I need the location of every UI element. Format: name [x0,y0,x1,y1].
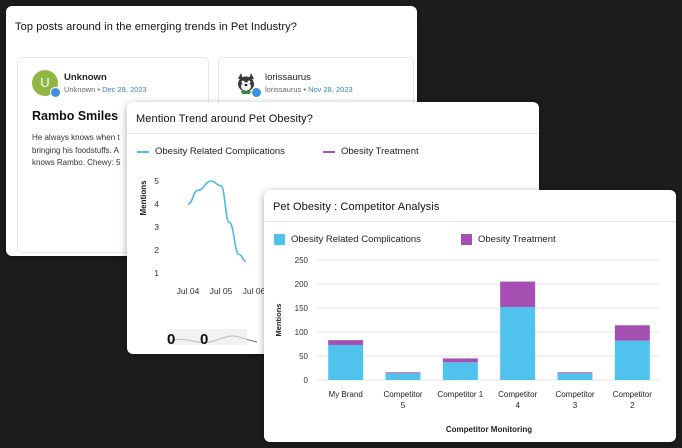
post-card[interactable]: U Unknown Unknown • Dec 29, 2023 Rambo S… [17,57,209,253]
reddit-badge-icon [251,87,262,98]
bar-treatment[interactable] [385,372,421,374]
bar-complications[interactable] [557,373,593,380]
y-axis-label: Mentions [139,180,148,216]
navigator-handle-left[interactable]: 0 [167,331,175,348]
post-body-line: He always knows when t [32,133,120,142]
competitor-bar-chart: 0 50 100 150 200 250 My Brand Competitor 5 Compe… [274,256,661,434]
post-author[interactable]: lorissaurus [265,72,311,83]
series-line-complications[interactable] [187,180,246,263]
reddit-badge-icon [50,87,61,98]
x-tick-label: 4 [515,401,520,410]
avatar-letter: U [40,75,50,90]
y-tick-label: 4 [154,199,159,209]
legend-swatch [137,150,149,153]
y-axis-label: Mentions [274,304,283,337]
x-tick-label: Jul 05 [210,286,233,296]
navigator-window[interactable] [167,329,247,345]
y-tick-label: 50 [299,352,308,361]
y-tick-label: 5 [154,176,159,186]
bar-treatment[interactable] [442,358,478,363]
bar-complications[interactable] [500,307,536,380]
y-tick-label: 2 [154,245,159,255]
divider [127,133,539,134]
post-source: lorissaurus [265,85,302,94]
x-tick-label: 3 [573,401,578,410]
legend-item-complications[interactable]: Obesity Related Complications [137,146,285,157]
mention-trend-title: Mention Trend around Pet Obesity? [136,113,313,125]
legend-label: Obesity Treatment [341,146,419,157]
y-tick-label: 100 [295,328,309,337]
post-date[interactable]: Dec 29, 2023 [102,85,147,94]
x-tick-label: My Brand [329,390,363,399]
post-source: Unknown [64,85,96,94]
avatar: U [32,70,61,98]
top-posts-title: Top posts around in the emerging trends … [15,21,297,33]
bar-treatment[interactable] [328,340,364,345]
x-tick-label: Jul 06 [243,286,266,296]
x-tick-label: 2 [630,401,635,410]
post-author[interactable]: Unknown [64,72,107,83]
legend-swatch [274,234,285,245]
post-meta: lorissaurus • Nov 28, 2023 [265,85,353,94]
x-tick-label: 5 [401,401,406,410]
divider [264,221,676,222]
legend-swatch [461,234,472,245]
y-tick-label: 150 [295,304,309,313]
post-body: He always knows when t bringing his food… [32,132,192,170]
competitor-analysis-title: Pet Obesity : Competitor Analysis [273,201,440,213]
post-title[interactable]: Rambo Smiles [32,109,119,123]
bar-complications[interactable] [442,362,478,380]
post-meta: Unknown • Dec 29, 2023 [64,85,147,94]
bar-treatment[interactable] [557,372,593,374]
y-tick-label: 0 [304,376,309,385]
x-axis-label: Competitor Monitoring [446,425,532,434]
x-tick-label: Competitor 1 [437,390,483,399]
meta-separator: • [301,85,309,94]
bar-complications[interactable] [614,340,650,380]
avatar [233,70,262,98]
legend-label: Obesity Related Complications [291,234,421,245]
bar-complications[interactable] [385,373,421,380]
y-tick-label: 250 [295,256,309,265]
x-tick-label: Competitor [555,390,594,399]
legend-label: Obesity Related Complications [155,146,285,157]
post-date[interactable]: Nov 28, 2023 [308,85,353,94]
bar-complications[interactable] [328,344,364,380]
legend-swatch [323,150,335,153]
y-tick-label: 3 [154,222,159,232]
mention-trend-chart: Mentions 1 2 3 4 5 Jul 04 Jul 05 Jul 06 0 0 [139,176,266,348]
legend-item-treatment[interactable]: Obesity Treatment [461,234,556,245]
legend-item-treatment[interactable]: Obesity Treatment [323,146,419,157]
navigator-handle-right[interactable]: 0 [200,331,208,348]
x-tick-label: Competitor [383,390,422,399]
x-tick-label: Competitor [498,390,537,399]
post-body-line: knows Rambo. Chewy: 5 [32,158,121,167]
competitor-analysis-card: Pet Obesity : Competitor Analysis Obesit… [264,190,676,442]
legend-label: Obesity Treatment [478,234,556,245]
post-body-line: bringing his foodstuffs. A [32,145,120,155]
x-tick-label: Jul 04 [177,286,200,296]
y-tick-label: 200 [295,280,309,289]
meta-separator: • [95,85,103,94]
bar-treatment[interactable] [614,325,650,341]
legend-item-complications[interactable]: Obesity Related Complications [274,234,421,245]
x-tick-label: Competitor [613,390,652,399]
bar-treatment[interactable] [500,281,536,308]
y-tick-label: 1 [154,268,159,278]
